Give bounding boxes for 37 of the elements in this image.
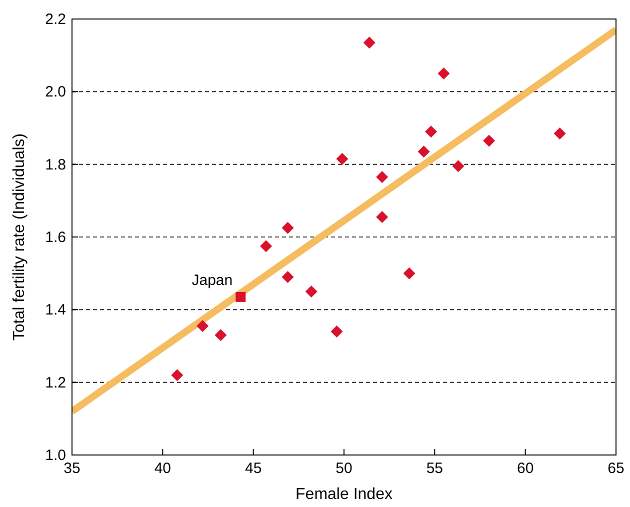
- point: [260, 240, 272, 252]
- x-tick-label: 40: [154, 460, 172, 477]
- point: [363, 36, 376, 49]
- point: [425, 126, 438, 138]
- x-axis-title: Female Index: [296, 486, 392, 503]
- y-axis-title: Total fertility rate (Individuals): [11, 133, 28, 341]
- point: [336, 152, 348, 165]
- y-tick-label: 1.8: [45, 156, 66, 174]
- x-tick-label: 60: [516, 460, 534, 477]
- point: [171, 369, 184, 382]
- x-tick-label: 65: [608, 460, 624, 477]
- y-tick-label: 2.0: [45, 84, 66, 101]
- point: [305, 286, 318, 298]
- y-tick-label: 1.4: [45, 302, 66, 319]
- y-tick-label: 2.2: [45, 11, 66, 28]
- point: [196, 320, 209, 332]
- point: [282, 270, 294, 283]
- y-tick-label: 1.2: [45, 374, 66, 392]
- x-tick-label: 55: [426, 460, 444, 477]
- point: [330, 325, 343, 338]
- point: [282, 222, 294, 234]
- annotation: Japan: [192, 272, 233, 289]
- x-tick-label: 35: [64, 460, 80, 477]
- point: [483, 134, 496, 147]
- y-tick-label: 1.0: [45, 447, 66, 464]
- point: [418, 146, 430, 158]
- point: [376, 171, 388, 184]
- point: [452, 160, 464, 172]
- point: [554, 127, 566, 140]
- point: [236, 292, 246, 302]
- point: [214, 329, 227, 342]
- point: [438, 68, 450, 80]
- point: [376, 211, 388, 224]
- point: [403, 267, 416, 280]
- x-tick-label: 50: [336, 460, 352, 477]
- x-tick-label: 45: [244, 460, 262, 477]
- y-tick-label: 1.6: [45, 229, 66, 246]
